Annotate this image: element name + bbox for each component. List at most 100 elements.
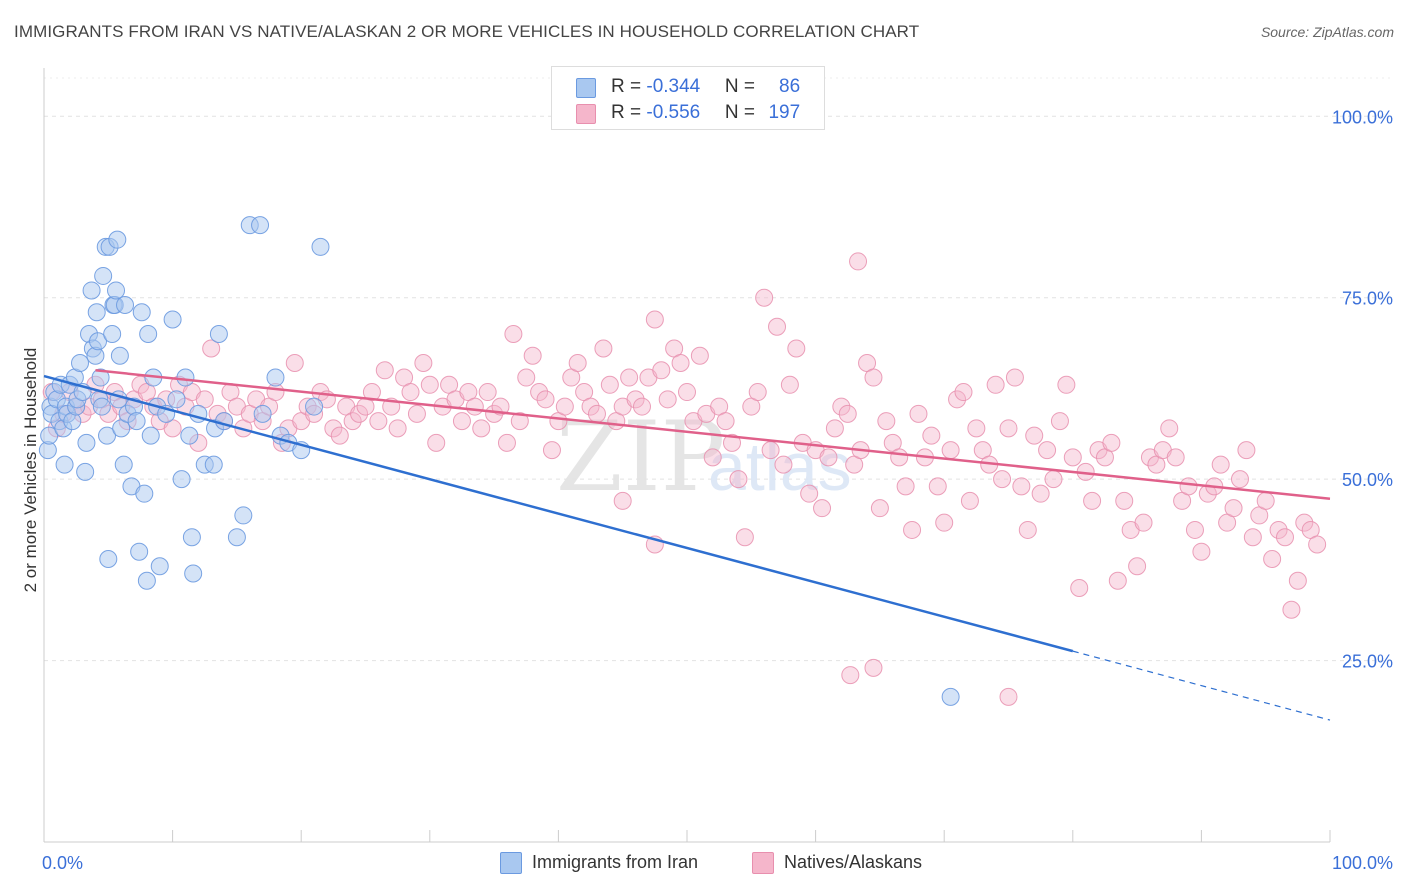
point-natives-124	[838, 404, 857, 423]
point-natives-101	[690, 346, 709, 365]
point-natives-110	[748, 383, 767, 402]
trend-line-natives	[95, 369, 1331, 500]
point-natives-95	[652, 361, 671, 380]
x-tick-label-max: 100.0%	[1332, 853, 1393, 873]
point-natives-111	[755, 288, 774, 307]
point-natives-84	[581, 397, 600, 416]
point-natives-44	[324, 419, 343, 438]
point-iran-49	[130, 542, 149, 561]
point-natives-107	[729, 470, 748, 489]
series-iran-points	[38, 216, 960, 706]
point-iran-26	[89, 332, 108, 351]
point-natives-155	[1038, 441, 1057, 460]
watermark-zip: ZIP	[556, 401, 725, 513]
point-natives-174	[1160, 419, 1179, 438]
point-natives-73	[510, 412, 529, 431]
point-natives-54	[388, 419, 407, 438]
point-natives-116	[787, 339, 806, 358]
point-iran-72	[227, 528, 246, 547]
point-iran-60	[167, 390, 186, 409]
legend-swatch-iran	[576, 78, 596, 98]
point-natives-144	[967, 419, 986, 438]
point-natives-185	[1230, 470, 1249, 489]
x-tick-label-min: 0.0%	[42, 853, 83, 873]
point-iran-39	[108, 230, 127, 249]
point-natives-87	[600, 375, 619, 394]
point-natives-76	[530, 383, 549, 402]
point-natives-94	[645, 310, 664, 329]
point-natives-138	[928, 477, 947, 496]
point-natives-72	[504, 325, 523, 343]
point-natives-57	[407, 404, 426, 423]
point-natives-82	[568, 354, 587, 373]
point-iran-81	[305, 397, 324, 416]
point-iran-70	[209, 325, 228, 343]
point-iran-22	[82, 281, 101, 300]
legend-r-label: R =	[611, 102, 647, 123]
point-natives-203	[613, 491, 632, 510]
point-iran-9	[55, 455, 74, 474]
point-iran-77	[266, 368, 285, 387]
source-label: Source: ZipAtlas.com	[1260, 24, 1394, 40]
point-natives-92	[632, 397, 651, 416]
point-iran-64	[182, 528, 201, 547]
point-natives-135	[909, 404, 928, 423]
point-natives-141	[948, 390, 967, 409]
point-natives-48	[350, 404, 369, 423]
point-natives-159	[1063, 448, 1082, 467]
point-natives-96	[658, 390, 677, 409]
x-tick-labels: 0.0% 100.0%	[42, 853, 1393, 873]
point-natives-197	[1308, 535, 1327, 554]
point-natives-128	[864, 368, 883, 387]
point-natives-142	[954, 383, 973, 402]
point-iran-17	[71, 354, 90, 373]
point-natives-201	[864, 658, 883, 677]
point-natives-98	[671, 354, 690, 373]
point-natives-80	[555, 397, 574, 416]
point-natives-182	[1211, 455, 1230, 474]
point-iran-65	[184, 564, 203, 583]
legend-r-label: R =	[611, 76, 647, 97]
point-iran-54	[141, 426, 160, 445]
point-natives-190	[1263, 549, 1282, 568]
point-natives-64	[452, 412, 471, 431]
legend-n-label: N =	[724, 102, 761, 123]
point-natives-179	[1192, 542, 1211, 561]
point-natives-157	[1050, 412, 1069, 431]
bottom-legend-swatch-iran	[500, 852, 522, 874]
point-natives-123	[832, 397, 851, 416]
point-iran-25	[87, 303, 106, 322]
point-iran-50	[132, 303, 151, 322]
point-natives-152	[1018, 520, 1037, 539]
point-natives-154	[1031, 484, 1050, 503]
legend-r-value-iran: -0.344	[646, 76, 701, 97]
point-iran-48	[127, 412, 146, 431]
point-natives-121	[819, 448, 838, 467]
y-tick-labels: 25.0% 50.0% 75.0% 100.0%	[1332, 107, 1393, 671]
point-natives-169	[1128, 557, 1147, 576]
point-natives-59	[420, 375, 439, 394]
grid-lines	[44, 77, 1394, 662]
point-natives-166	[1108, 571, 1127, 590]
point-natives-178	[1185, 520, 1204, 539]
point-natives-90	[620, 368, 639, 387]
point-natives-67	[472, 419, 491, 438]
point-natives-58	[414, 354, 433, 373]
point-natives-134	[903, 520, 922, 539]
point-natives-38	[285, 354, 304, 373]
point-iran-62	[176, 368, 195, 387]
point-natives-177	[1179, 477, 1198, 496]
point-natives-78	[542, 441, 561, 460]
point-iran-63	[180, 426, 199, 445]
point-iran-28	[91, 368, 110, 387]
point-natives-51	[369, 412, 388, 431]
point-natives-194	[1288, 571, 1307, 590]
point-iran-53	[139, 325, 158, 343]
point-natives-74	[517, 368, 536, 387]
point-natives-187	[1243, 528, 1262, 547]
point-natives-45	[330, 426, 349, 445]
point-natives-71	[497, 433, 516, 452]
point-natives-162	[1083, 491, 1102, 510]
point-iran-35	[103, 325, 122, 343]
point-natives-147	[986, 375, 1005, 394]
